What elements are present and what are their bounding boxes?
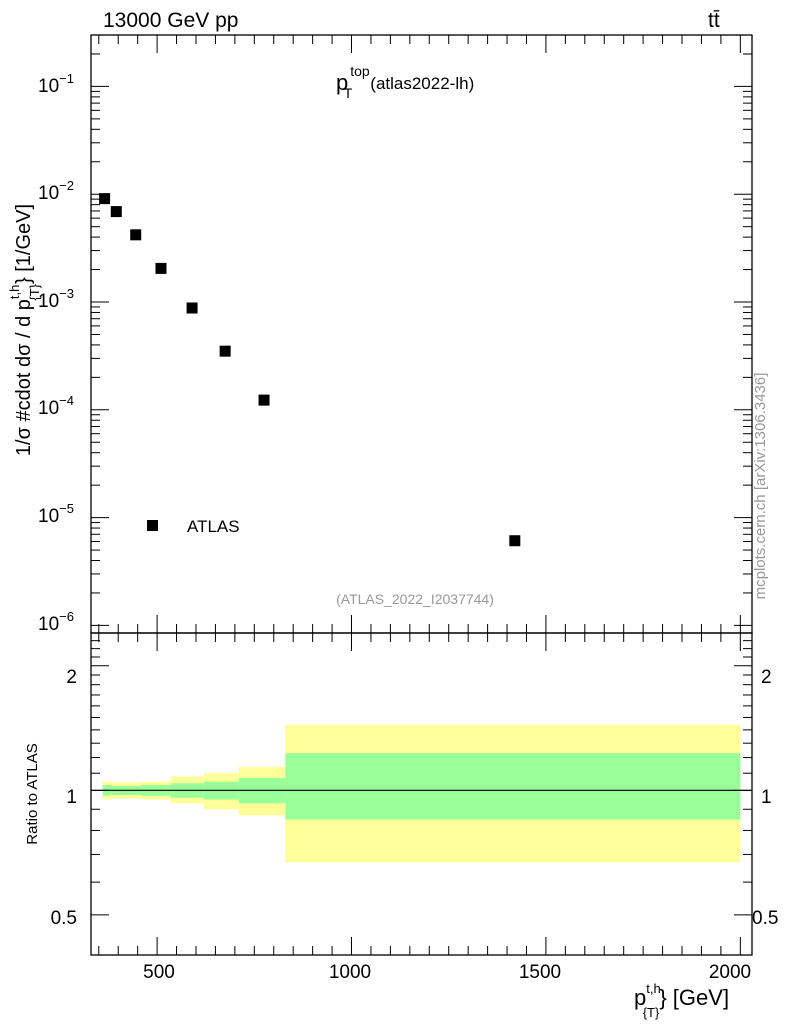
xtick-label-2000: 2000 (709, 962, 751, 983)
xtick-label-500: 500 (143, 962, 175, 983)
main-y-ticks (91, 53, 752, 626)
plot-title: p top T (atlas2022-lh) (336, 63, 474, 101)
ytick-label-1e-2: 10−2 (38, 178, 74, 204)
data-point-0 (99, 193, 111, 205)
ytick-label-1e-6: 10−6 (38, 609, 74, 635)
main-plot-frame (90, 34, 753, 634)
x-ticks (98, 35, 741, 955)
ratio-ytick-right-2: 2 (761, 667, 772, 688)
ytick-label-1e-1: 10−1 (38, 71, 74, 97)
ratio-inner-band-7 (285, 753, 741, 820)
process-label: tt̄ (708, 9, 720, 32)
ratio-ytick-left-1: 1 (66, 787, 77, 808)
main-y-axis-label: 1/σ #cdot dσ / d pt,h {T}} [1/GeV] (7, 204, 42, 456)
legend-label: ATLAS (187, 517, 240, 536)
data-point-1 (110, 206, 122, 218)
ratio-y-axis-label: Ratio to ATLAS (24, 743, 41, 844)
ratio-y-ticks (91, 640, 752, 956)
ratio-ytick-right-1: 1 (761, 787, 772, 808)
ratio-plot-frame (90, 632, 753, 956)
xtick-label-1500: 1500 (519, 962, 561, 983)
ytick-label-1e-5: 10−5 (38, 501, 74, 527)
data-point-5 (219, 345, 231, 357)
x-axis-label: pt,h {T}} [GeV] (634, 981, 729, 1020)
ratio-ytick-left-2: 2 (66, 667, 77, 688)
data-points (99, 193, 521, 547)
energy-label: 13000 GeV pp (103, 9, 238, 32)
ytick-label-1e-3: 10−3 (38, 286, 74, 312)
xtick-label-1000: 1000 (329, 962, 371, 983)
data-point-7 (509, 535, 521, 547)
data-point-4 (186, 302, 198, 314)
legend-marker (147, 520, 158, 531)
ratio-ytick-right-0.5: 0.5 (752, 908, 778, 929)
data-point-3 (155, 262, 167, 274)
ratio-bands (102, 724, 741, 863)
ratio-ytick-left-0.5: 0.5 (51, 908, 77, 929)
mcplots-credit: mcplots.cern.ch [arXiv:1306.3436] (752, 373, 769, 600)
data-point-2 (130, 229, 142, 241)
analysis-label: (ATLAS_2022_I2037744) (336, 591, 494, 607)
data-point-6 (258, 394, 270, 406)
main-y-tick-labels: 10−1 10−2 10−3 10−4 10−5 10−6 (38, 71, 74, 635)
ytick-label-1e-4: 10−4 (38, 393, 74, 419)
